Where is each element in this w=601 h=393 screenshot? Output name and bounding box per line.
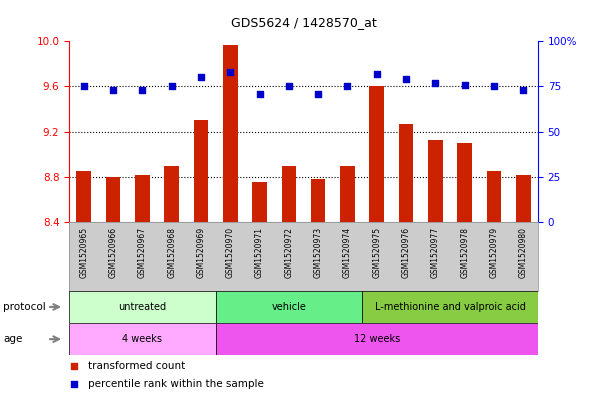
Bar xyxy=(69,323,216,355)
Bar xyxy=(216,291,362,323)
Text: GSM1520968: GSM1520968 xyxy=(167,227,176,278)
Bar xyxy=(76,171,91,222)
Bar xyxy=(370,86,384,222)
Text: GSM1520969: GSM1520969 xyxy=(197,227,206,278)
Text: GSM1520967: GSM1520967 xyxy=(138,227,147,278)
Text: GSM1520965: GSM1520965 xyxy=(79,227,88,278)
Bar xyxy=(457,143,472,222)
Text: GSM1520970: GSM1520970 xyxy=(226,227,235,278)
Text: vehicle: vehicle xyxy=(272,302,307,312)
Text: GSM1520978: GSM1520978 xyxy=(460,227,469,278)
Bar xyxy=(487,171,501,222)
Text: 4 weeks: 4 weeks xyxy=(123,334,162,344)
Point xyxy=(372,71,382,77)
Text: GSM1520979: GSM1520979 xyxy=(489,227,498,278)
Bar xyxy=(69,291,216,323)
Text: GSM1520973: GSM1520973 xyxy=(314,227,323,278)
Point xyxy=(313,90,323,97)
Point xyxy=(196,74,206,81)
Text: transformed count: transformed count xyxy=(88,361,185,371)
Text: age: age xyxy=(3,334,22,344)
Bar xyxy=(516,174,531,222)
Text: 12 weeks: 12 weeks xyxy=(353,334,400,344)
Bar xyxy=(398,124,413,222)
Text: GSM1520980: GSM1520980 xyxy=(519,227,528,278)
Text: GSM1520974: GSM1520974 xyxy=(343,227,352,278)
Bar xyxy=(223,45,237,222)
Bar xyxy=(252,182,267,222)
Text: GSM1520972: GSM1520972 xyxy=(284,227,293,278)
Bar xyxy=(106,177,120,222)
Point xyxy=(108,87,118,93)
Text: protocol: protocol xyxy=(3,302,46,312)
Point xyxy=(401,76,411,83)
Point xyxy=(225,69,235,75)
Text: percentile rank within the sample: percentile rank within the sample xyxy=(88,379,264,389)
Bar xyxy=(362,291,538,323)
Point xyxy=(284,83,294,90)
Point xyxy=(167,83,177,90)
Point xyxy=(341,291,351,298)
Point xyxy=(255,90,264,97)
Bar xyxy=(311,179,326,222)
Text: GSM1520975: GSM1520975 xyxy=(372,227,381,278)
Point xyxy=(341,130,351,137)
Text: GSM1520976: GSM1520976 xyxy=(401,227,410,278)
Text: GSM1520977: GSM1520977 xyxy=(431,227,440,278)
Text: L-methionine and valproic acid: L-methionine and valproic acid xyxy=(374,302,525,312)
Text: GDS5624 / 1428570_at: GDS5624 / 1428570_at xyxy=(231,16,376,29)
Bar xyxy=(194,120,209,222)
Point xyxy=(489,83,499,90)
Bar xyxy=(340,165,355,222)
Bar xyxy=(216,323,538,355)
Point xyxy=(430,80,440,86)
Text: GSM1520971: GSM1520971 xyxy=(255,227,264,278)
Bar xyxy=(135,174,150,222)
Point xyxy=(79,83,88,90)
Point xyxy=(343,83,352,90)
Bar xyxy=(281,165,296,222)
Point xyxy=(519,87,528,93)
Bar xyxy=(428,140,443,222)
Text: GSM1520966: GSM1520966 xyxy=(109,227,118,278)
Bar xyxy=(164,165,179,222)
Point xyxy=(460,81,469,88)
Point xyxy=(138,87,147,93)
Text: untreated: untreated xyxy=(118,302,166,312)
